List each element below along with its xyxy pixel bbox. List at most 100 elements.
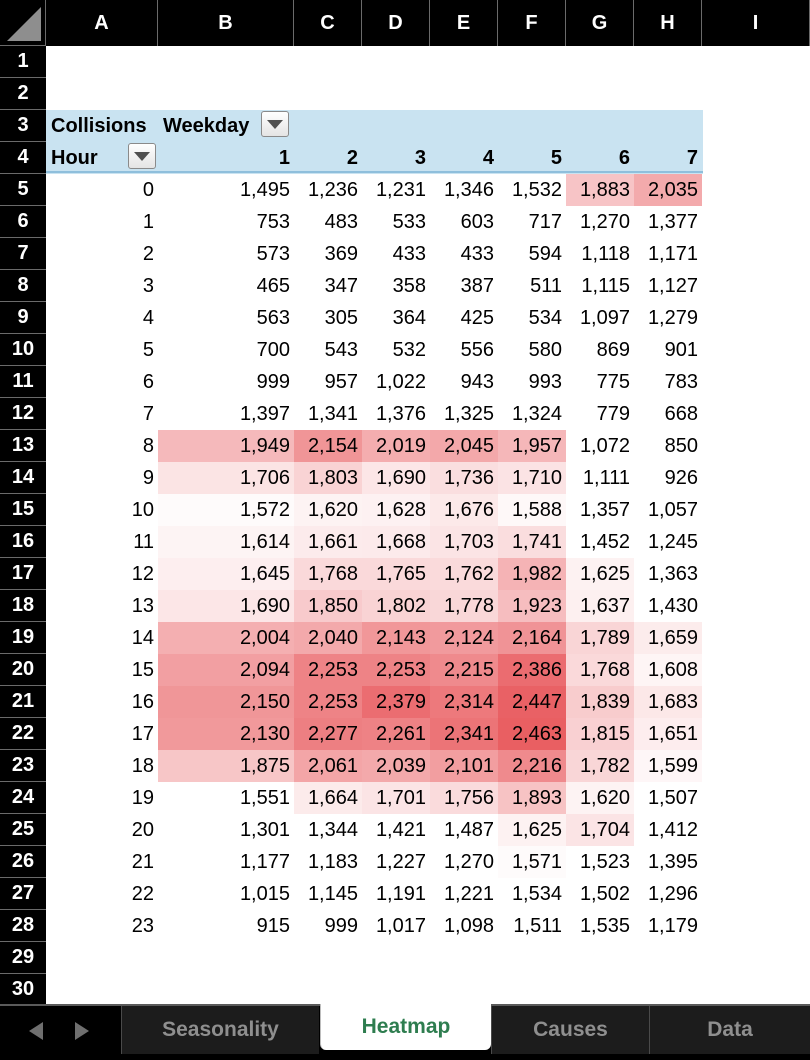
- column-header-a[interactable]: A: [46, 0, 158, 46]
- heat-cell[interactable]: 1,850: [294, 590, 362, 622]
- heat-cell[interactable]: 1,502: [579, 882, 630, 905]
- heat-cell[interactable]: 2,004: [158, 622, 294, 654]
- heat-cell[interactable]: 1,893: [498, 782, 566, 814]
- row-header-1[interactable]: 1: [0, 46, 46, 78]
- heat-cell[interactable]: 2,101: [430, 750, 498, 782]
- heat-cell[interactable]: 1,118: [581, 242, 630, 265]
- column-header-i[interactable]: I: [702, 0, 810, 46]
- row-header-8[interactable]: 8: [0, 270, 46, 302]
- tab-data[interactable]: Data: [649, 1006, 810, 1054]
- heat-cell[interactable]: 1,803: [294, 462, 362, 494]
- heat-cell[interactable]: 700: [256, 338, 290, 361]
- heat-cell[interactable]: 511: [530, 274, 562, 297]
- row-header-12[interactable]: 12: [0, 398, 46, 430]
- row-header-2[interactable]: 2: [0, 78, 46, 110]
- heat-cell[interactable]: 1,765: [362, 558, 430, 590]
- heat-cell[interactable]: 347: [324, 274, 358, 297]
- heat-cell[interactable]: 2,253: [294, 686, 362, 718]
- row-header-15[interactable]: 15: [0, 494, 46, 526]
- heat-cell[interactable]: 1,571: [498, 846, 566, 878]
- heat-cell[interactable]: 869: [596, 338, 630, 361]
- heat-cell[interactable]: 1,690: [158, 590, 294, 622]
- row-header-16[interactable]: 16: [0, 526, 46, 558]
- heat-cell[interactable]: 957: [324, 370, 358, 393]
- heat-cell[interactable]: 1,523: [579, 850, 630, 873]
- heat-cell[interactable]: 1,377: [647, 210, 698, 233]
- heat-cell[interactable]: 1,072: [579, 434, 630, 457]
- heat-cell[interactable]: 2,143: [362, 622, 430, 654]
- heat-cell[interactable]: 1,098: [443, 914, 494, 937]
- scroll-tabs-right-button[interactable]: [62, 1006, 102, 1056]
- heat-cell[interactable]: 1,659: [634, 622, 702, 654]
- heat-cell[interactable]: 433: [392, 242, 426, 265]
- column-header-e[interactable]: E: [430, 0, 498, 46]
- heat-cell[interactable]: 1,664: [294, 782, 362, 814]
- heat-cell[interactable]: 1,115: [581, 274, 630, 297]
- heat-cell[interactable]: 1,625: [498, 814, 566, 846]
- row-header-22[interactable]: 22: [0, 718, 46, 750]
- heat-cell[interactable]: 1,534: [511, 882, 562, 905]
- heat-cell[interactable]: 2,035: [634, 174, 702, 206]
- heat-cell[interactable]: 901: [664, 338, 698, 361]
- heat-cell[interactable]: 1,628: [362, 494, 430, 526]
- heat-cell[interactable]: 1,957: [498, 430, 566, 462]
- heat-cell[interactable]: 1,949: [158, 430, 294, 462]
- heat-cell[interactable]: 1,270: [443, 850, 494, 873]
- heat-cell[interactable]: 1,704: [566, 814, 634, 846]
- heat-cell[interactable]: 358: [392, 274, 426, 297]
- heat-cell[interactable]: 534: [528, 306, 562, 329]
- heat-cell[interactable]: 1,588: [498, 494, 566, 526]
- row-header-19[interactable]: 19: [0, 622, 46, 654]
- heat-cell[interactable]: 850: [664, 434, 698, 457]
- heat-cell[interactable]: 1,487: [443, 818, 494, 841]
- heat-cell[interactable]: 2,164: [498, 622, 566, 654]
- heat-cell[interactable]: 1,645: [158, 558, 294, 590]
- row-header-4[interactable]: 4: [0, 142, 46, 174]
- row-header-18[interactable]: 18: [0, 590, 46, 622]
- heat-cell[interactable]: 1,430: [647, 594, 698, 617]
- row-header-17[interactable]: 17: [0, 558, 46, 590]
- row-header-27[interactable]: 27: [0, 878, 46, 910]
- heat-cell[interactable]: 779: [596, 402, 630, 425]
- heat-cell[interactable]: 1,736: [430, 462, 498, 494]
- heat-cell[interactable]: 2,253: [294, 654, 362, 686]
- heat-cell[interactable]: 465: [256, 274, 290, 297]
- heat-cell[interactable]: 1,421: [375, 818, 426, 841]
- heat-cell[interactable]: 1,221: [443, 882, 494, 905]
- heat-cell[interactable]: 2,215: [430, 654, 498, 686]
- heat-cell[interactable]: 2,040: [294, 622, 362, 654]
- heat-cell[interactable]: 783: [664, 370, 698, 393]
- heat-cell[interactable]: 1,839: [566, 686, 634, 718]
- heat-cell[interactable]: 580: [528, 338, 562, 361]
- heat-cell[interactable]: 1,690: [362, 462, 430, 494]
- heat-cell[interactable]: 2,261: [362, 718, 430, 750]
- heat-cell[interactable]: 1,982: [498, 558, 566, 590]
- row-header-20[interactable]: 20: [0, 654, 46, 686]
- heat-cell[interactable]: 1,183: [307, 850, 358, 873]
- heat-cell[interactable]: 1,710: [498, 462, 566, 494]
- heat-cell[interactable]: 1,706: [158, 462, 294, 494]
- heat-cell[interactable]: 305: [324, 306, 358, 329]
- row-header-21[interactable]: 21: [0, 686, 46, 718]
- heat-cell[interactable]: 1,344: [307, 818, 358, 841]
- heat-cell[interactable]: 1,511: [513, 914, 562, 937]
- heat-cell[interactable]: 1,236: [307, 178, 358, 201]
- row-header-7[interactable]: 7: [0, 238, 46, 270]
- heat-cell[interactable]: 483: [324, 210, 358, 233]
- heat-cell[interactable]: 369: [324, 242, 358, 265]
- heat-cell[interactable]: 1,296: [647, 882, 698, 905]
- heat-cell[interactable]: 926: [664, 466, 698, 489]
- heat-cell[interactable]: 999: [256, 370, 290, 393]
- heat-cell[interactable]: 1,620: [566, 782, 634, 814]
- heat-cell[interactable]: 2,154: [294, 430, 362, 462]
- heat-cell[interactable]: 1,778: [430, 590, 498, 622]
- heat-cell[interactable]: 1,802: [362, 590, 430, 622]
- heat-cell[interactable]: 1,676: [430, 494, 498, 526]
- heat-cell[interactable]: 1,022: [375, 370, 426, 393]
- heat-cell[interactable]: 543: [324, 338, 358, 361]
- row-header-5[interactable]: 5: [0, 174, 46, 206]
- heat-cell[interactable]: 433: [460, 242, 494, 265]
- heat-cell[interactable]: 2,253: [362, 654, 430, 686]
- heat-cell[interactable]: 1,614: [158, 526, 294, 558]
- heat-cell[interactable]: 1,341: [307, 402, 358, 425]
